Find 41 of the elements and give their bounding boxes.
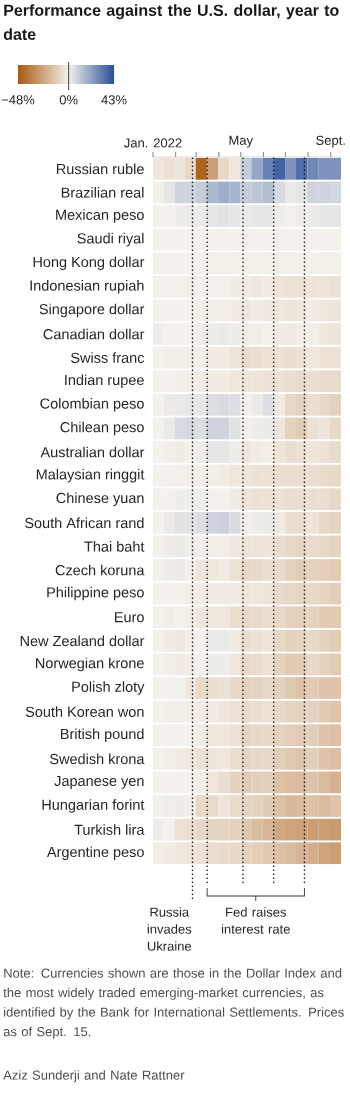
y-tick-label: Canadian dollar bbox=[43, 328, 145, 340]
y-tick-label: Indian rupee bbox=[65, 374, 144, 388]
y-tick-label: Malaysian ringgit bbox=[36, 468, 145, 483]
y-tick-label: Swedish krona bbox=[50, 753, 145, 765]
y-tick-label: Swiss franc bbox=[70, 352, 145, 363]
y-tick-label: Euro bbox=[115, 612, 144, 623]
y-tick-label: Czech koruna bbox=[55, 564, 145, 576]
y-tick-label: Hungarian forint bbox=[42, 799, 145, 813]
y-tick-label: Chinese yuan bbox=[56, 492, 144, 506]
y-tick-label: South Korean won bbox=[25, 706, 144, 717]
y-tick-label: Philippine peso bbox=[47, 586, 144, 601]
y-tick-label: Australian dollar bbox=[40, 446, 145, 458]
y-tick-label: Norwegian krone bbox=[36, 657, 144, 672]
y-tick-label: Brazilian real bbox=[61, 187, 144, 198]
chart-title: Performance against the U.S. dollar, year to date bbox=[3, 4, 339, 40]
y-tick-label: Indonesian rupiah bbox=[30, 280, 144, 294]
ref-line-label: Fed raises interest rate bbox=[221, 907, 290, 934]
y-tick-label: Polish zloty bbox=[72, 681, 145, 695]
y-tick-label: Russian ruble bbox=[57, 163, 144, 175]
color-bar-label: 0% bbox=[59, 95, 78, 105]
text: Note: Currencies shown are those in the Dollar Index and the most widely traded emerging-market currencies, as identified by the Bank for International Settlements. Prices as of Sept. 15. bbox=[3, 968, 344, 1039]
y-tick-label: Turkish lira bbox=[74, 824, 145, 835]
y-tick-label: British pound bbox=[61, 728, 144, 742]
x-tick-label: May bbox=[229, 135, 254, 148]
y-tick-label: South African rand bbox=[25, 517, 144, 529]
y-tick-label: Saudi riyal bbox=[77, 232, 144, 247]
y-tick-label: Colombian peso bbox=[40, 398, 144, 412]
y-tick-label: Chilean peso bbox=[60, 421, 144, 436]
ref-line-label: Russia invades Ukraine bbox=[147, 907, 192, 951]
color-bar-label: 43% bbox=[101, 95, 127, 105]
color-bar-label: −48% bbox=[1, 95, 35, 105]
y-tick-label: Mexican peso bbox=[56, 209, 144, 223]
y-tick-label: Hong Kong dollar bbox=[33, 256, 145, 270]
y-tick-label: New Zealand dollar bbox=[20, 635, 145, 647]
x-tick-label: Sept. bbox=[316, 135, 345, 148]
y-tick-label: Argentine peso bbox=[46, 846, 144, 860]
y-tick-label: Singapore dollar bbox=[39, 303, 145, 318]
x-tick-label: Jan. 2022 bbox=[124, 138, 182, 148]
text: Aziz Sunderji and Nate Rattner bbox=[3, 1070, 185, 1083]
y-tick-label: Japanese yen bbox=[54, 775, 144, 789]
y-tick-label: Thai baht bbox=[84, 541, 145, 552]
